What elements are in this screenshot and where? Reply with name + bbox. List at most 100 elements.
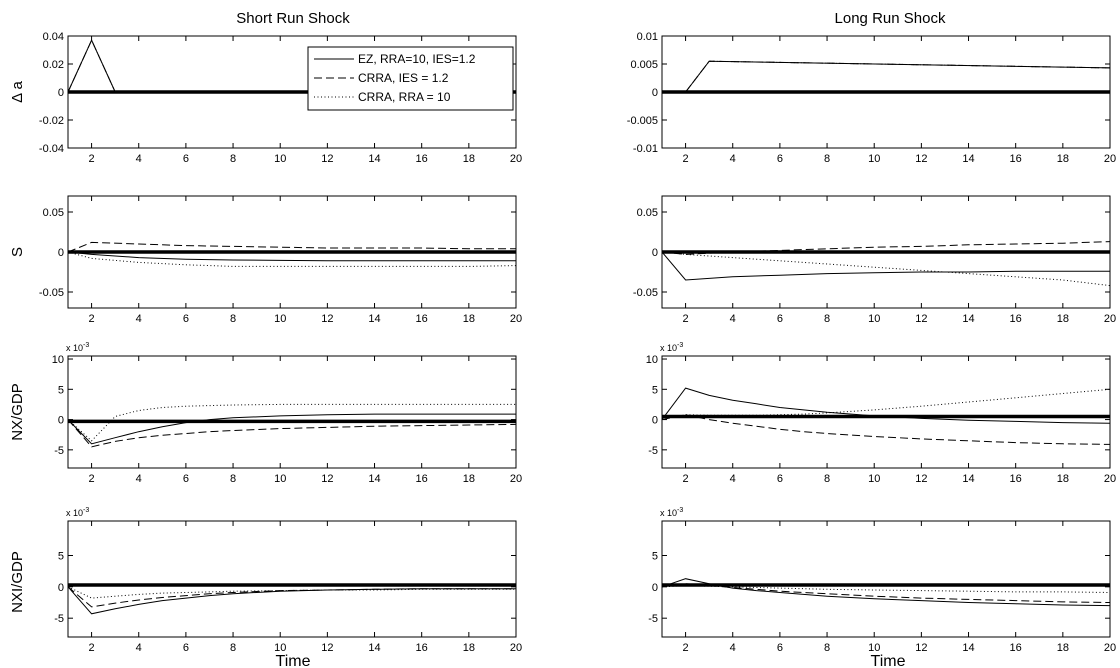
x-tick-label: 2 [683,153,689,165]
x-tick-label: 2 [89,153,95,165]
legend: EZ, RRA=10, IES=1.2 CRRA, IES = 1.2 CRRA… [307,46,514,111]
x-tick-label: 2 [89,642,95,654]
x-tick-label: 20 [1104,153,1116,165]
x-tick-label: 12 [915,313,927,325]
x-tick-label: 4 [136,642,142,654]
x-tick-label: 12 [321,313,333,325]
x-tick-label: 18 [1057,153,1069,165]
plots-layer: 2 4 6 8 10 12 14 16 18 200.040.020-0.02-0.042 4 6 8 1… [39,31,1116,654]
y-tick-label: -0.02 [39,115,64,127]
x-tick-label: 10 [868,642,880,654]
x-tick-label: 4 [730,153,736,165]
series-line-solid [661,251,1110,281]
x-tick-label: 6 [183,473,189,485]
x-tick-label: 12 [321,153,333,165]
y-tick-label: 0 [652,582,658,594]
x-tick-label: 14 [368,313,380,325]
x-tick-label: 14 [368,473,380,485]
y-exponent-label: x 10-3 [660,507,683,518]
x-tick-label: 12 [321,642,333,654]
x-tick-label: 8 [824,473,830,485]
x-tick-label: 4 [136,153,142,165]
x-tick-label: 18 [1057,642,1069,654]
y-tick-label: 0 [652,415,658,427]
x-tick-label: 2 [683,313,689,325]
x-tick-label: 20 [510,313,522,325]
series-line-solid [67,251,516,262]
series-line-dashed [67,586,516,608]
xlabel-long-run: Time [871,653,906,668]
y-tick-label: -0.04 [39,143,64,155]
x-tick-label: 20 [510,153,522,165]
axes-frame [67,355,517,469]
panel-long-run-delta-a: 2 4 6 8 10 12 14 16 18 20 0.01 0.005 0 -0.005 -0.01 [627,31,1116,165]
y-tick-label: -5 [648,613,658,625]
x-tick-label: 18 [1057,473,1069,485]
x-tick-label: 18 [463,473,475,485]
x-tick-label: 6 [183,313,189,325]
x-tick-label: 14 [962,153,974,165]
panel-long-run-nx-gdp: 2 4 6 8 10 12 14 16 18 20 10 5 0 -5 x 10-3 [646,342,1116,485]
xlabel-short-run: Time [276,653,311,668]
x-tick-label: 6 [777,642,783,654]
series-line-dashed [67,419,517,448]
x-tick-label: 8 [230,642,236,654]
x-tick-label: 6 [183,642,189,654]
x-tick-label: 8 [824,313,830,325]
legend-entry-ez: EZ, RRA=10, IES=1.2 [358,52,476,66]
ylabel-nx-gdp: NX/GDP [9,383,26,441]
x-tick-label: 18 [463,642,475,654]
y-tick-label: 0 [58,87,64,99]
x-tick-label: 4 [136,313,142,325]
x-tick-label: 2 [683,473,689,485]
x-tick-label: 12 [915,642,927,654]
x-tick-label: 6 [183,153,189,165]
y-tick-label: 10 [646,354,658,366]
x-tick-label: 4 [730,313,736,325]
x-tick-label: 18 [1057,313,1069,325]
series-line-solid [661,387,1111,424]
x-tick-label: 20 [510,642,522,654]
x-tick-label: 12 [321,473,333,485]
panel-long-run-nxi-gdp: 2 4 6 8 10 12 14 16 18 20 5 0 -5 x 10-3 [648,507,1116,654]
y-exponent-label: x 10-3 [66,342,89,353]
x-tick-label: 2 [683,642,689,654]
panel-short-run-nx-gdp: 2 4 6 8 10 12 14 16 18 20 10 5 0 -5 x 10-3 [52,342,522,485]
y-tick-label: 0.05 [43,207,64,219]
x-tick-label: 10 [274,153,286,165]
x-tick-label: 12 [915,473,927,485]
x-tick-label: 4 [730,642,736,654]
x-tick-label: 10 [274,313,286,325]
y-exponent-label: x 10-3 [660,342,683,353]
series-line-dotted [67,38,516,93]
y-tick-label: 5 [58,384,64,396]
title-short-run: Short Run Shock [236,10,350,27]
x-tick-label: 2 [89,473,95,485]
x-tick-label: 2 [89,313,95,325]
panel-long-run-s: 2 4 6 8 10 12 14 16 18 20 0.05 0 -0.05 [633,195,1116,325]
series-line-solid [67,413,516,445]
x-tick-label: 6 [777,153,783,165]
x-tick-label: 8 [824,642,830,654]
x-tick-label: 8 [230,313,236,325]
panel-short-run-s: 2 4 6 8 10 12 14 16 18 20 0.05 0 -0.05 [39,195,522,325]
y-tick-label: 10 [52,354,64,366]
title-long-run: Long Run Shock [835,10,946,27]
y-tick-label: 0 [58,582,64,594]
ylabel-delta-a: Δ a [9,80,26,102]
x-tick-label: 20 [1104,473,1116,485]
y-tick-label: -5 [54,445,64,457]
y-tick-label: 0.01 [637,31,658,43]
x-tick-label: 16 [1010,642,1022,654]
y-tick-label: -5 [54,613,64,625]
x-tick-label: 6 [777,313,783,325]
series-line-dotted [661,388,1111,421]
x-tick-label: 14 [962,473,974,485]
x-tick-label: 16 [416,642,428,654]
x-tick-label: 14 [368,153,380,165]
series-line-dotted [662,60,1111,93]
x-tick-label: 16 [1010,153,1022,165]
y-exponent-label: x 10-3 [66,507,89,518]
x-tick-label: 20 [510,473,522,485]
axes-frame [661,355,1111,469]
